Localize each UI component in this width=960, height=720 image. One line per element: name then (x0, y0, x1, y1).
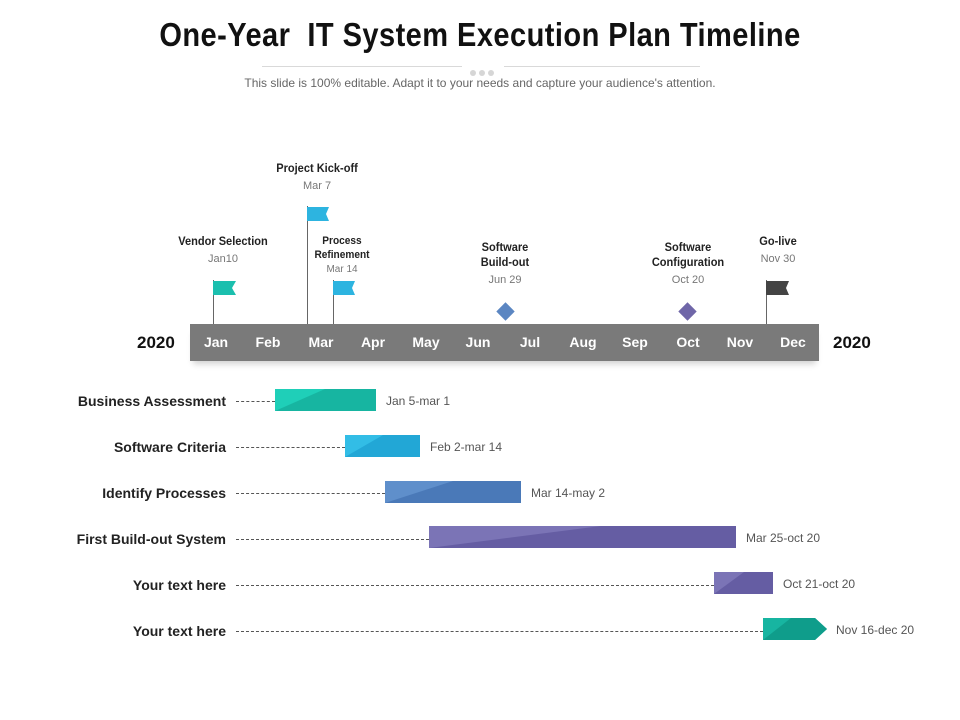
task-bar (429, 526, 736, 548)
milestone-name: Software Build-out (480, 240, 530, 269)
flag-pole (333, 280, 334, 324)
milestone-name: Project Kick-off (276, 161, 358, 175)
milestone-name: Vendor Selection (178, 234, 268, 248)
month-label: Mar (308, 334, 334, 350)
milestone-name: Go-live (759, 234, 797, 248)
task-label: Identify Processes (102, 485, 226, 501)
task-bar (275, 389, 376, 411)
task-label: Software Criteria (113, 439, 226, 455)
task-label: First Build-out System (76, 531, 226, 547)
milestone-date: Oct 20 (671, 274, 705, 286)
task-date-range: Feb 2-mar 14 (430, 440, 503, 454)
task-date-range: Mar 25-oct 20 (746, 531, 821, 545)
month-label: Apr (360, 334, 386, 350)
task-date-range: Nov 16-dec 20 (836, 623, 915, 637)
title-divider-right (504, 66, 700, 67)
flag-icon (307, 207, 329, 221)
milestone-go-live: Go-live Nov 30 (738, 234, 818, 267)
task-date-range: Mar 14-may 2 (531, 486, 606, 500)
milestone-software-buildout: Software Build-out Jun 29 (470, 240, 540, 288)
flag-icon (333, 281, 355, 295)
month-label: Nov (726, 334, 754, 350)
task-leader-line (236, 401, 275, 402)
flag-icon (213, 281, 236, 295)
title-divider-dots (470, 63, 500, 76)
page-title: One-Year IT System Execution Plan Timeli… (159, 16, 801, 53)
task-bar (385, 481, 521, 503)
milestone-date: Jun 29 (488, 274, 522, 286)
page-subtitle: This slide is 100% editable. Adapt it to… (244, 76, 716, 90)
task-label: Business Assessment (77, 393, 226, 409)
month-label: Jun (465, 334, 491, 350)
month-label: Dec (780, 334, 806, 350)
flag-pole (307, 206, 308, 324)
task-bar (345, 435, 420, 457)
milestone-vendor-selection: Vendor Selection Jan10 (168, 234, 278, 267)
task-label: Your text here (132, 577, 226, 593)
year-label-right: 2020 (833, 333, 871, 352)
task-bar-arrow (763, 618, 827, 640)
flag-pole (766, 280, 767, 324)
milestone-date: Jan10 (208, 253, 238, 265)
milestone-name: Software Configuration (651, 240, 725, 269)
month-label: Feb (255, 334, 281, 350)
task-date-range: Jan 5-mar 1 (386, 394, 451, 408)
title-divider-left (262, 66, 462, 67)
month-label: Jan (203, 334, 229, 350)
month-label: Aug (569, 334, 597, 350)
task-label: Your text here (132, 623, 226, 639)
month-label: Oct (676, 334, 700, 350)
milestone-project-kickoff: Project Kick-off Mar 7 (262, 161, 372, 194)
milestone-software-configuration: Software Configuration Oct 20 (638, 240, 738, 288)
month-label: Sep (622, 334, 648, 350)
diamond-icon (496, 302, 515, 321)
month-label: May (412, 334, 440, 350)
task-leader-line (236, 631, 763, 632)
task-bar (714, 572, 773, 594)
task-leader-line (236, 539, 429, 540)
task-date-range: Oct 21-oct 20 (783, 577, 856, 591)
milestone-date: Mar 7 (302, 180, 332, 192)
milestone-date: Nov 30 (760, 253, 796, 265)
year-label-left: 2020 (137, 333, 175, 352)
task-leader-line (236, 493, 385, 494)
task-leader-line (236, 447, 345, 448)
diamond-icon (678, 302, 697, 321)
flag-pole (213, 280, 214, 324)
month-label: Jul (519, 334, 541, 350)
task-leader-line (236, 585, 714, 586)
flag-icon (766, 281, 789, 295)
milestone-name: Process Refinement (314, 235, 370, 261)
milestone-date: Mar 14 (326, 264, 358, 275)
month-axis: Jan Feb Mar Apr May Jun Jul Aug Sep Oct … (190, 324, 819, 361)
milestone-process-refinement: Process Refinement Mar 14 (306, 234, 378, 277)
